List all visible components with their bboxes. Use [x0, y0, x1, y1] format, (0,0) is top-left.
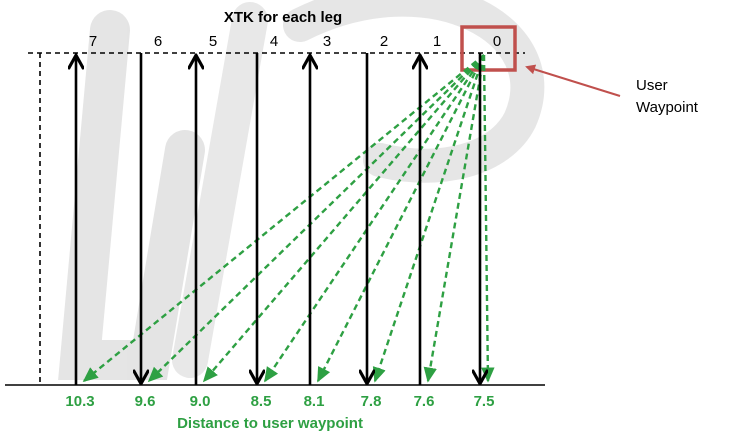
user-waypoint-label-line2: Waypoint	[636, 99, 699, 116]
leg-index-6: 6	[154, 33, 162, 50]
leg-index-1: 1	[433, 33, 441, 50]
bottom-axis-label: Distance to user waypoint	[177, 415, 363, 432]
leg-index-labels: 7 6 5 4 3 2 1 0	[89, 33, 501, 50]
leg-index-2: 2	[380, 33, 388, 50]
distance-labels: 10.3 9.6 9.0 8.5 8.1 7.8 7.6 7.5	[65, 393, 494, 410]
user-waypoint-pointer	[525, 64, 621, 97]
distance-arrow-leg-7	[82, 54, 485, 383]
distance-label-leg-4: 8.5	[251, 393, 272, 410]
distance-arrow-leg-0	[481, 54, 495, 383]
distance-arrow-leg-1	[423, 54, 486, 383]
distance-arrows	[82, 54, 495, 383]
distance-label-leg-3: 8.1	[304, 393, 325, 410]
distance-label-leg-1: 7.6	[414, 393, 435, 410]
leg-index-5: 5	[209, 33, 217, 50]
user-waypoint-box	[460, 25, 517, 72]
leg-index-7: 7	[89, 33, 97, 50]
user-waypoint-label-line1: User	[636, 77, 668, 94]
leg-index-4: 4	[270, 33, 278, 50]
xtk-leg-arrows	[76, 53, 480, 385]
leg-index-0: 0	[493, 33, 501, 50]
distance-arrow-leg-3	[316, 54, 486, 383]
distance-arrow-leg-6	[147, 54, 485, 383]
distance-arrow-leg-4	[264, 54, 485, 383]
leg-index-3: 3	[323, 33, 331, 50]
distance-arrow-leg-2	[372, 54, 486, 383]
distance-label-leg-0: 7.5	[474, 393, 495, 410]
distance-label-leg-7: 10.3	[65, 393, 94, 410]
diagram-title: XTK for each leg	[224, 9, 342, 26]
distance-label-leg-5: 9.0	[190, 393, 211, 410]
distance-label-leg-2: 7.8	[361, 393, 382, 410]
distance-label-leg-6: 9.6	[135, 393, 156, 410]
watermark-logo	[58, 0, 545, 380]
distance-arrow-leg-5	[202, 54, 485, 383]
